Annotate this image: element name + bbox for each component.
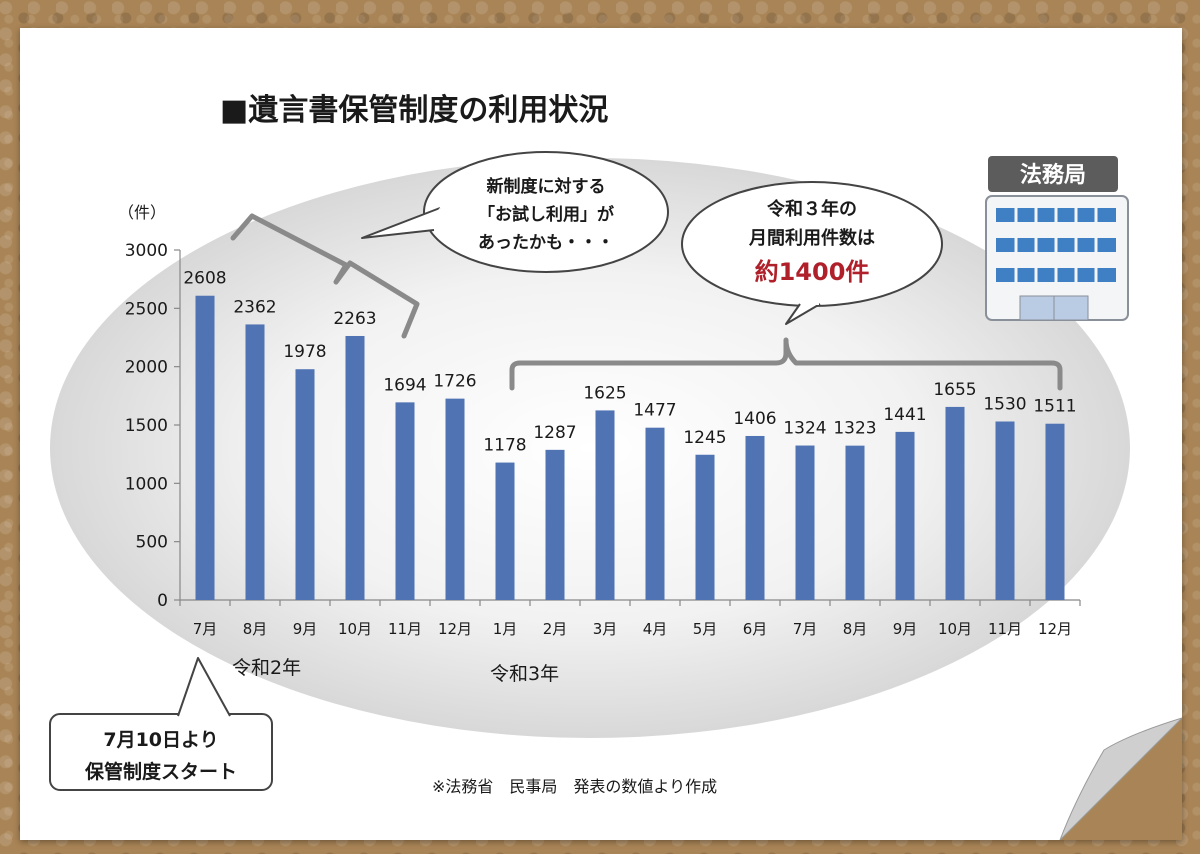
callout-trial-line3: あったかも・・・ — [478, 233, 614, 253]
year-label-reiwa3: 令和3年 — [490, 663, 559, 685]
data-label: 1441 — [883, 405, 926, 425]
bar — [995, 421, 1015, 600]
y-tick-label: 2000 — [125, 358, 168, 378]
x-tick-label: 4月 — [643, 620, 668, 638]
y-unit-label: （件） — [118, 203, 166, 222]
callout-start: 7月10日より 保管制度スタート — [49, 657, 273, 791]
y-tick-label: 1000 — [125, 474, 168, 494]
y-ticks: 0 500 1000 1500 2000 2500 3000 — [125, 241, 180, 611]
x-tick-label: 8月 — [243, 620, 268, 638]
data-label: 1178 — [483, 436, 526, 456]
x-tick-label: 11月 — [988, 620, 1022, 638]
brace-2021 — [509, 337, 1063, 391]
bar — [745, 435, 765, 600]
x-tick-label: 3月 — [593, 620, 618, 638]
y-tick-label: 0 — [157, 591, 168, 611]
building-sign-label: 法務局 — [1020, 162, 1086, 188]
callout-trial-line2: 「お試し利用」が — [478, 204, 614, 225]
data-label: 1324 — [783, 419, 826, 439]
y-tick-label: 2500 — [125, 299, 168, 319]
data-label: 2362 — [233, 297, 276, 317]
data-labels: 2608 2362 1978 2263 1694 1726 1178 1287 1625 1477… — [183, 269, 1076, 456]
y-tick-label: 500 — [136, 533, 168, 553]
data-label: 1694 — [383, 375, 426, 395]
bar — [1045, 423, 1065, 600]
bracket-2020 — [230, 213, 420, 339]
x-tick-label: 7月 — [793, 620, 818, 638]
x-tick-label: 1月 — [493, 620, 518, 638]
bar — [445, 398, 465, 600]
bar — [495, 462, 515, 600]
bar — [195, 295, 215, 600]
source-note: ※法務省 民事局 発表の数値より作成 — [432, 777, 717, 796]
x-tick-label: 5月 — [693, 620, 718, 638]
data-label: 1530 — [983, 395, 1026, 415]
bar — [795, 445, 815, 600]
bar — [395, 402, 415, 600]
x-ticks: 7月 8月 9月 10月 11月 12月 1月 2月 3月 4月 5月 6月 7月 8月 9月 10月 11月 1… — [179, 600, 1081, 638]
bar — [945, 406, 965, 600]
data-label: 1511 — [1033, 397, 1076, 417]
x-tick-label: 9月 — [293, 620, 318, 638]
bar — [295, 369, 315, 600]
data-label: 2608 — [183, 269, 226, 289]
bars — [195, 295, 1065, 600]
data-label: 1287 — [533, 423, 576, 443]
x-tick-label: 8月 — [843, 620, 868, 638]
chart-title: ■遺言書保管制度の利用状況 — [220, 93, 608, 128]
data-label: 2263 — [333, 309, 376, 329]
x-tick-label: 9月 — [893, 620, 918, 638]
data-label: 1625 — [583, 383, 626, 403]
data-label: 1978 — [283, 342, 326, 362]
callout-monthly-line2: 月間利用件数は — [748, 227, 875, 249]
bar — [695, 454, 715, 600]
x-tick-label: 12月 — [1038, 620, 1072, 638]
paper-sheet: ■遺言書保管制度の利用状況 （件） 0 500 1000 1500 2000 2500 30… — [20, 28, 1182, 840]
bar — [645, 427, 665, 600]
x-tick-label: 10月 — [938, 620, 972, 638]
bar — [895, 431, 915, 600]
year-label-reiwa2: 令和2年 — [232, 657, 301, 679]
x-tick-label: 12月 — [438, 620, 472, 638]
callout-start-line2: 保管制度スタート — [84, 760, 237, 783]
bar — [545, 449, 565, 600]
y-tick-label: 1500 — [125, 416, 168, 436]
data-label: 1323 — [833, 419, 876, 439]
x-tick-label: 11月 — [388, 620, 422, 638]
callout-monthly-usage: 令和３年の 月間利用件数は 約1400件 — [681, 181, 943, 325]
callout-trial-use: 新制度に対する 「お試し利用」が あったかも・・・ — [361, 151, 669, 273]
data-label: 1406 — [733, 409, 776, 429]
y-tick-label: 3000 — [125, 241, 168, 261]
data-label: 1245 — [683, 428, 726, 448]
data-label: 1655 — [933, 380, 976, 400]
callout-trial-line1: 新制度に対する — [487, 176, 606, 197]
x-tick-label: 10月 — [338, 620, 372, 638]
bar — [245, 324, 265, 600]
legal-affairs-bureau-building-icon: 法務局 — [985, 156, 1129, 321]
data-label: 1726 — [433, 372, 476, 392]
callout-monthly-highlight: 約1400件 — [755, 258, 870, 286]
data-label: 1477 — [633, 401, 676, 421]
chart: ■遺言書保管制度の利用状況 （件） 0 500 1000 1500 2000 2500 30… — [49, 93, 1130, 796]
callout-start-line1: 7月10日より — [103, 729, 218, 751]
bar — [345, 335, 365, 600]
x-tick-label: 2月 — [543, 620, 568, 638]
callout-monthly-line1: 令和３年の — [766, 198, 857, 220]
bar — [595, 410, 615, 600]
x-tick-label: 7月 — [193, 620, 218, 638]
bar — [845, 445, 865, 600]
x-tick-label: 6月 — [743, 620, 768, 638]
